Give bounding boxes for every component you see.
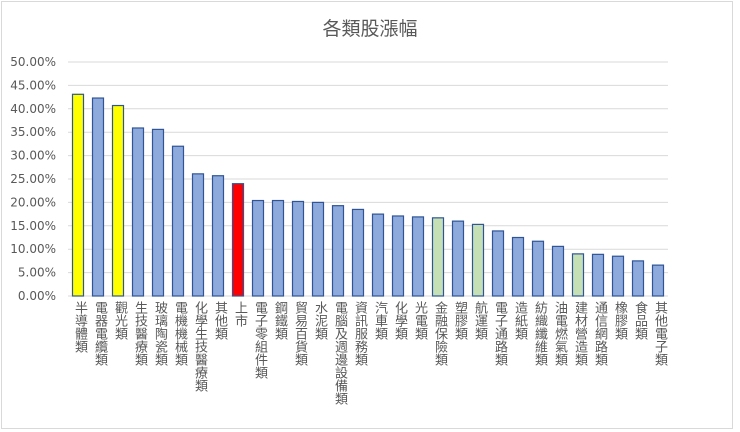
bar bbox=[211, 175, 225, 297]
x-tick-label: 其他類 bbox=[212, 301, 227, 340]
y-tick-label: 5.00% bbox=[18, 266, 56, 280]
bar bbox=[351, 208, 365, 297]
bar bbox=[371, 213, 385, 297]
y-tick-label: 35.00% bbox=[10, 125, 56, 139]
chart-title: 各類股漲幅 bbox=[322, 18, 418, 40]
bar bbox=[531, 240, 545, 297]
x-tick-label: 紡織纖維類 bbox=[532, 301, 547, 366]
bar bbox=[311, 201, 325, 297]
bar bbox=[431, 217, 445, 297]
y-tick-label: 25.00% bbox=[10, 172, 56, 186]
bar bbox=[111, 104, 125, 297]
x-tick-label: 電子通路類 bbox=[492, 301, 507, 366]
x-tick-label: 塑膠類 bbox=[452, 301, 467, 340]
bar bbox=[511, 236, 525, 297]
x-tick-label: 觀光類 bbox=[112, 301, 127, 340]
bar bbox=[191, 173, 205, 297]
x-tick-label: 電子零組件類 bbox=[252, 301, 267, 379]
y-tick-label: 45.00% bbox=[10, 78, 56, 92]
bar bbox=[171, 145, 185, 297]
x-tick-label: 電器電纜類 bbox=[92, 301, 107, 366]
x-tick-label: 金融保險類 bbox=[432, 301, 447, 366]
bar bbox=[271, 199, 285, 297]
bar bbox=[591, 253, 605, 297]
bar bbox=[571, 253, 585, 297]
bar bbox=[411, 216, 425, 297]
x-tick-label: 橡膠類 bbox=[612, 301, 627, 340]
x-tick-label: 上市 bbox=[232, 301, 247, 327]
x-tick-label: 航運類 bbox=[472, 301, 487, 340]
bar bbox=[231, 183, 245, 297]
bar bbox=[391, 215, 405, 297]
x-tick-label: 油電燃氣類 bbox=[552, 301, 567, 366]
y-tick-label: 20.00% bbox=[10, 195, 56, 209]
bar bbox=[551, 245, 565, 297]
x-tick-label: 化學生技醫療類 bbox=[192, 301, 207, 392]
bar bbox=[491, 230, 505, 297]
y-tick-label: 10.00% bbox=[10, 242, 56, 256]
y-tick-label: 40.00% bbox=[10, 102, 56, 116]
bar bbox=[471, 223, 485, 297]
x-tick-label: 食品類 bbox=[632, 301, 647, 340]
bar bbox=[91, 97, 105, 297]
bar bbox=[611, 255, 625, 297]
y-tick-label: 0.00% bbox=[18, 289, 56, 303]
bar bbox=[131, 127, 145, 297]
x-tick-label: 造紙類 bbox=[512, 301, 527, 340]
bar bbox=[71, 93, 85, 297]
x-tick-label: 電腦及週邊設備類 bbox=[332, 301, 347, 405]
x-tick-label: 通信網路類 bbox=[592, 301, 607, 366]
x-tick-label: 汽車類 bbox=[372, 301, 387, 340]
x-tick-label: 化學類 bbox=[392, 301, 407, 340]
x-tick-label: 水泥類 bbox=[312, 301, 327, 340]
y-tick-label: 15.00% bbox=[10, 219, 56, 233]
x-tick-label: 光電類 bbox=[412, 301, 427, 340]
x-tick-label: 生技醫療類 bbox=[132, 301, 147, 366]
bar bbox=[291, 200, 305, 297]
bar bbox=[151, 128, 165, 297]
bar bbox=[331, 205, 345, 297]
x-tick-label: 貿易百貨類 bbox=[292, 301, 307, 366]
x-tick-label: 其他電子類 bbox=[652, 301, 667, 366]
y-tick-label: 30.00% bbox=[10, 149, 56, 163]
x-tick-label: 資訊服務類 bbox=[352, 301, 367, 366]
bar bbox=[631, 260, 645, 297]
bar bbox=[451, 220, 465, 297]
x-tick-label: 半導體類 bbox=[72, 301, 87, 353]
y-tick-label: 50.00% bbox=[10, 55, 56, 69]
x-tick-label: 鋼鐵類 bbox=[272, 301, 287, 340]
bar bbox=[251, 199, 265, 297]
x-tick-label: 建材營造類 bbox=[572, 301, 587, 366]
bar bbox=[651, 264, 665, 297]
x-tick-label: 電機機械類 bbox=[172, 301, 187, 366]
x-tick-label: 玻璃陶瓷類 bbox=[152, 301, 167, 366]
